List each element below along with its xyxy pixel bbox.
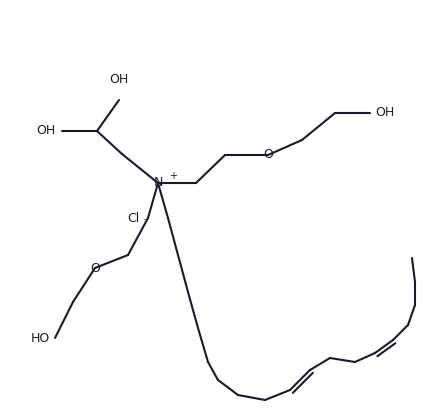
- Text: OH: OH: [109, 73, 128, 86]
- Text: O: O: [262, 149, 272, 161]
- Text: N: N: [153, 176, 162, 190]
- Text: O: O: [90, 261, 100, 274]
- Text: Cl: Cl: [127, 212, 139, 225]
- Text: ⁻: ⁻: [142, 217, 147, 227]
- Text: +: +: [169, 171, 177, 181]
- Text: HO: HO: [31, 332, 50, 344]
- Text: OH: OH: [37, 124, 56, 137]
- Text: OH: OH: [374, 107, 393, 120]
